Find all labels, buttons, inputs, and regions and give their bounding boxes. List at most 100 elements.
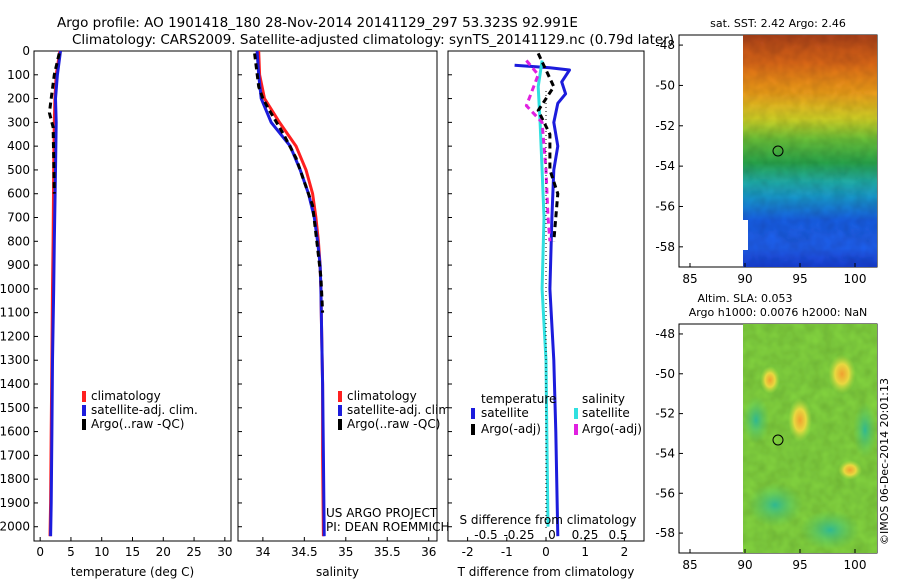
salinity-xlabel: salinity — [316, 565, 359, 579]
depth-tick-label: 1200 — [0, 329, 30, 343]
depth-tick-label: 600 — [7, 187, 30, 201]
difference-legend-swatch — [574, 424, 578, 435]
difference-series-s-argo-adj- — [524, 59, 552, 242]
title-line-2: Climatology: CARS2009. Satellite-adjuste… — [72, 32, 674, 48]
difference-legend-title: salinity — [582, 392, 625, 406]
depth-tick-label: 1100 — [0, 306, 30, 320]
sla-map-ticks: 85 90 95 100 -48 -50 -52 -54 -56 -58 — [655, 327, 866, 572]
sla-argo-marker — [772, 434, 784, 446]
salinity-legend-swatch — [338, 419, 342, 430]
salinity-annotation: PI: DEAN ROEMMICH — [326, 520, 449, 534]
depth-tick-label: 0 — [22, 44, 30, 58]
sst_map-xtick-label: 95 — [792, 272, 807, 286]
sst_map-ytick-label: -58 — [655, 240, 675, 254]
depth-tick-label: 900 — [7, 258, 30, 272]
sla-high-1 — [760, 366, 780, 394]
sst_map-ytick-label: -52 — [655, 119, 675, 133]
difference-top-xtick-label: 0.25 — [572, 528, 599, 542]
salinity-xtick-label: 34 — [255, 545, 270, 559]
difference-legend-label: satellite — [582, 406, 630, 420]
difference-xtick-label: 2 — [621, 545, 629, 559]
panel-salinity: 34 34.5 35 35.5 36 salinity climatologysatelli… — [237, 50, 454, 579]
sla_map-ytick-label: -48 — [655, 327, 675, 341]
sst-map-ticks: 85 90 95 100 -48 -50 -52 -54 -56 -58 — [655, 38, 866, 286]
sst_map-ytick-label: -48 — [655, 38, 675, 52]
depth-tick-label: 500 — [7, 163, 30, 177]
sst-map-field — [743, 35, 877, 267]
sla_map-xtick-label: 100 — [844, 558, 867, 572]
depth-tick-label: 1700 — [0, 448, 30, 462]
temperature-xtick-label: 0 — [36, 545, 44, 559]
difference-legend-swatch — [471, 424, 475, 435]
difference-series-t-satellite — [514, 63, 571, 537]
temperature-xtick-label: 10 — [94, 545, 109, 559]
difference-legend-swatch — [471, 408, 475, 419]
depth-tick-label: 1500 — [0, 401, 30, 415]
sla-map-title: Altim. SLA: 0.053 — [697, 292, 792, 305]
sst_map-xtick-label: 90 — [737, 272, 752, 286]
sst_map-ytick-label: -56 — [655, 199, 675, 213]
depth-tick-label: 200 — [7, 92, 30, 106]
temperature-legend-label: climatology — [91, 389, 161, 403]
sla-high-3 — [828, 354, 856, 394]
temperature-series-argo-raw-qc- — [47, 53, 61, 194]
salinity-xtick-label: 36 — [421, 545, 436, 559]
sla_map-ytick-label: -56 — [655, 486, 675, 500]
sla_map-xtick-label: 90 — [737, 558, 752, 572]
salinity-annotation: US ARGO PROJECT — [326, 506, 438, 520]
sla_map-xtick-label: 85 — [682, 558, 697, 572]
temperature-xtick-label: 25 — [186, 545, 201, 559]
difference-legend-title: temperature — [481, 392, 556, 406]
sla-map: Altim. SLA: 0.053 Argo h1000: 0.0076 h20… — [655, 292, 878, 572]
sla-low-4 — [853, 402, 877, 458]
sst_map-ytick-label: -50 — [655, 78, 675, 92]
temperature-xlabel: temperature (deg C) — [71, 565, 194, 579]
temperature-legend-label: Argo(..raw -QC) — [91, 417, 184, 431]
difference-legend-label: Argo(-adj) — [582, 422, 642, 436]
difference-legend-swatch — [574, 408, 578, 419]
salinity-legend-label: satellite-adj. clim. — [347, 403, 454, 417]
sst-field-shape — [743, 35, 877, 267]
sla_map-xtick-label: 95 — [792, 558, 807, 572]
difference-series-t-argo-adj- — [536, 52, 560, 242]
sla-high-2 — [788, 398, 812, 442]
sla-map-field — [742, 324, 877, 553]
salinity-xtick-label: 34.5 — [291, 545, 318, 559]
depth-tick-label: 400 — [7, 139, 30, 153]
panel-temperature: 0 5 10 15 20 25 30 temperature (deg C) 0 100 200 30… — [0, 44, 232, 579]
difference-top-xlabel: S difference from climatology — [460, 513, 637, 527]
sst-argo-marker — [772, 145, 784, 157]
difference-xtick-label: 1 — [581, 545, 589, 559]
difference-top-xtick-label: -0.5 — [474, 528, 497, 542]
sla_map-ytick-label: -58 — [655, 526, 675, 540]
salinity-series-argo-raw-qc- — [253, 53, 325, 313]
salinity-frame — [237, 50, 438, 542]
depth-tick-label: 1000 — [0, 282, 30, 296]
sst-map: sat. SST: 2.42 Argo: 2.46 85 90 95 100 -48 -5… — [655, 17, 878, 286]
salinity-legend-swatch — [338, 391, 342, 402]
salinity-legend-label: Argo(..raw -QC) — [347, 417, 440, 431]
salinity-xtick-label: 35.5 — [374, 545, 401, 559]
sla-high-4 — [838, 460, 862, 480]
depth-tick-label: 300 — [7, 115, 30, 129]
temperature-legend-label: satellite-adj. clim. — [91, 403, 198, 417]
sla_map-ytick-label: -50 — [655, 367, 675, 381]
temperature-xtick-label: 30 — [217, 545, 232, 559]
temperature-series-satellite-adj-clim- — [49, 50, 62, 537]
temperature-legend-swatch — [82, 405, 86, 416]
salinity-legend-swatch — [338, 405, 342, 416]
temperature-xtick-label: 15 — [125, 545, 140, 559]
temperature-xtick-label: 20 — [156, 545, 171, 559]
sla-low-3 — [800, 510, 860, 550]
footer-credit: ©IMOS 06-Dec-2014 20:01:13 — [878, 378, 891, 545]
sla-low-2 — [747, 483, 803, 527]
depth-tick-label: 1600 — [0, 425, 30, 439]
depth-tick-label: 700 — [7, 211, 30, 225]
depth-tick-label: 1800 — [0, 472, 30, 486]
difference-xtick-label: 0 — [542, 545, 550, 559]
sst_map-xtick-label: 100 — [844, 272, 867, 286]
salinity-xtick-label: 35 — [338, 545, 353, 559]
salinity-series-satellite-adj-clim- — [255, 50, 326, 537]
depth-tick-label: 100 — [7, 68, 30, 82]
